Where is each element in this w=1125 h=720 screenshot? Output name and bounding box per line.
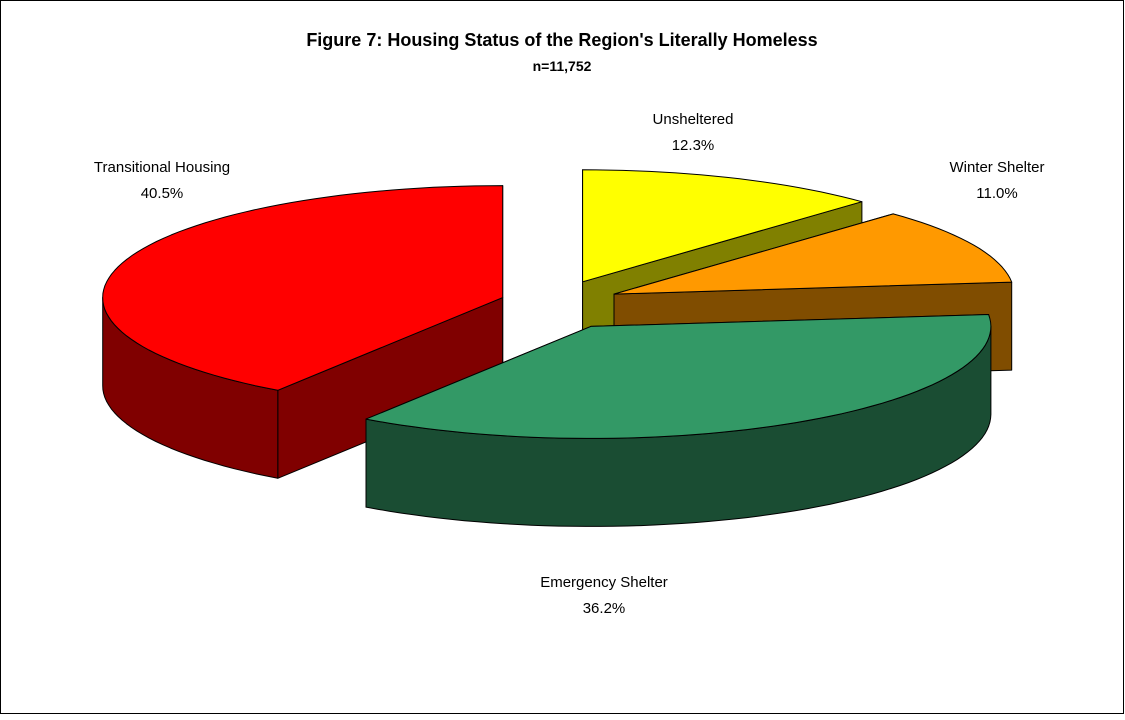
- slice-label: Transitional Housing: [94, 159, 230, 176]
- slice-top: [613, 213, 1013, 295]
- slice-top: [102, 185, 504, 391]
- slice-label: Unsheltered: [653, 111, 734, 128]
- slice-value-label: 11.0%: [976, 185, 1017, 202]
- slice-top: [365, 314, 992, 439]
- slice-label: Winter Shelter: [949, 159, 1044, 176]
- chart-title: Figure 7: Housing Status of the Region's…: [306, 30, 817, 50]
- slice-label: Emergency Shelter: [540, 574, 668, 591]
- slice-top: [582, 169, 863, 283]
- slice-value-label: 12.3%: [672, 137, 715, 154]
- slice-value-label: 36.2%: [583, 600, 626, 617]
- chart-subtitle: n=11,752: [533, 58, 592, 74]
- slice-value-label: 40.5%: [141, 185, 184, 202]
